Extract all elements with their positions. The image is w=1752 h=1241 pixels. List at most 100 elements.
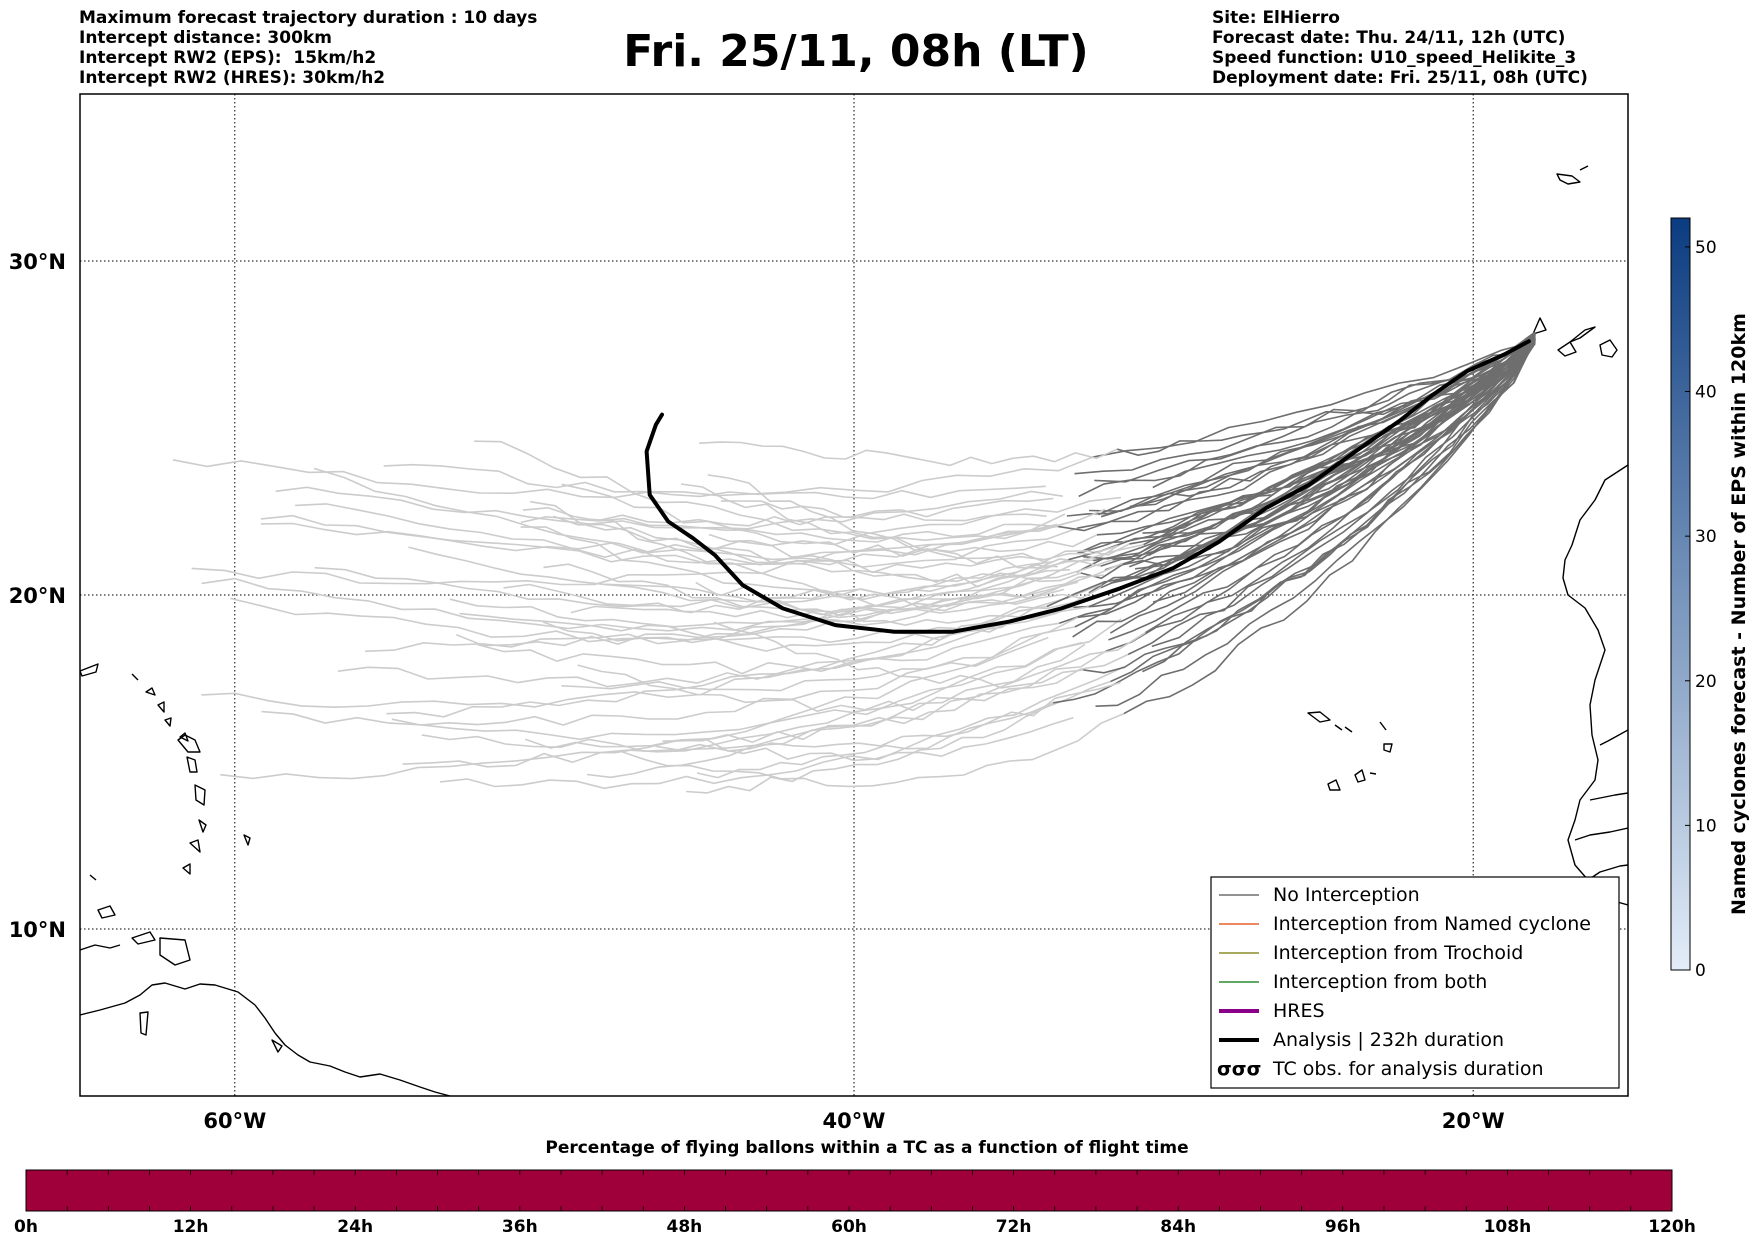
colorbar-tick-label: 10 (1695, 816, 1717, 836)
axis-tick-labels: 60°W 40°W 20°W 30°N 20°N 10°N (9, 250, 1505, 1133)
coastline-cape-verde (1327, 779, 1341, 791)
coastline-canary (1557, 341, 1577, 357)
ensemble-track-far (313, 467, 1078, 568)
colorbar-tick-label: 50 (1695, 238, 1717, 258)
ensemble-track-near (1052, 341, 1536, 704)
ensemble-track-far (695, 581, 1074, 627)
coastline-cape-verde (1344, 726, 1353, 733)
flight-time-label: 108h (1483, 1217, 1532, 1237)
ensemble-track-far (421, 631, 1146, 753)
coastline-west-africa (1574, 827, 1628, 841)
parameter-line: Maximum forecast trajectory duration : 1… (79, 8, 538, 28)
coastline-antilles (157, 701, 165, 713)
ensemble-track-near (1108, 339, 1536, 641)
legend-label: TC obs. for analysis duration (1272, 1058, 1544, 1080)
coastline-canary (1532, 317, 1547, 335)
ensemble-track-far (621, 712, 1125, 788)
ensemble-track-far (696, 702, 1054, 779)
site-info-line: Site: ElHierro (1212, 8, 1340, 28)
ensemble-track-far (570, 561, 1054, 614)
ensemble-track-far (655, 716, 1074, 762)
ensemble-track-far (577, 653, 1129, 713)
coastline-antilles (164, 717, 172, 727)
ensemble-track-near (1096, 342, 1536, 536)
flight-time-label: 24h (337, 1217, 374, 1237)
coastline-antilles (145, 687, 156, 696)
ensemble-track-near (1098, 333, 1536, 516)
coastline-south-america (80, 982, 451, 1096)
colorbar-label: Named cyclones forecast - Number of EPS … (1728, 313, 1750, 915)
ensemble-track-far (275, 486, 1063, 530)
ensemble-track-far (525, 650, 1107, 749)
site-info: Site: ElHierro Forecast date: Thu. 24/11,… (1212, 8, 1588, 88)
ensemble-track-far (708, 533, 1082, 588)
coastline-antilles (89, 874, 97, 881)
ensemble-track-near (1100, 338, 1536, 518)
ensemble-track-far (522, 506, 1106, 543)
coastline-venezuela-islands (80, 944, 121, 951)
ensemble-track-near (1046, 338, 1536, 608)
legend-label: Interception from Trochoid (1273, 942, 1523, 964)
coastline-antilles (182, 863, 191, 875)
legend-label: HRES (1273, 1000, 1325, 1022)
ensemble-track-far (459, 581, 1079, 632)
ensemble-track-near (1095, 339, 1536, 707)
site-info-line: Speed function: U10_speed_Helikite_3 (1212, 48, 1577, 68)
ensemble-track-near (1092, 340, 1536, 458)
legend-label: Interception from Named cyclone (1273, 913, 1591, 935)
flight-time-label: 48h (666, 1217, 703, 1237)
flight-time-label: 0h (14, 1217, 38, 1237)
parameter-line: Intercept RW2 (EPS): 15km/h2 (79, 48, 377, 68)
ensemble-track-far (520, 497, 1054, 527)
page-title: Fri. 25/11, 08h (LT) (623, 26, 1089, 77)
ensemble-track-far (220, 626, 1076, 780)
coastline-west-africa (1599, 729, 1628, 746)
legend-label: No Interception (1273, 884, 1420, 906)
coastline-island (97, 905, 116, 919)
ensemble-track-near (1142, 333, 1536, 673)
ensemble-track-far (699, 441, 1118, 467)
coastline-trinidad (159, 937, 191, 966)
ensemble-track-far (449, 586, 1102, 644)
flight-time-label: 12h (172, 1217, 209, 1237)
latitude-label: 20°N (9, 584, 66, 608)
coastline-antilles (189, 839, 201, 853)
longitude-label: 60°W (203, 1109, 266, 1133)
coastline-antilles (177, 734, 201, 753)
ensemble-track-far (391, 616, 1079, 726)
percentage-bar-caption: Percentage of flying ballons within a TC… (545, 1138, 1189, 1158)
coastline-antilles (179, 732, 189, 742)
ensemble-track-near (1076, 341, 1536, 555)
ensemble-track-near (1083, 334, 1536, 674)
ensemble-track-far (477, 622, 1060, 675)
ensemble-track-far (191, 513, 1066, 586)
legend-label: Analysis | 232h duration (1273, 1029, 1504, 1051)
flight-time-label: 84h (1160, 1217, 1197, 1237)
ensemble-track-far (543, 563, 1065, 617)
flight-time-label: 60h (831, 1217, 867, 1237)
analysis-track-line (644, 339, 1531, 634)
coastline-antilles (198, 819, 207, 833)
percentage-bar (25, 1169, 1673, 1212)
ensemble-track-near (1093, 332, 1536, 562)
ensemble-track-far (561, 636, 1049, 692)
coastline-west-africa (1589, 792, 1628, 801)
run-parameters: Maximum forecast trajectory duration : 1… (79, 8, 537, 88)
ensemble-track-far (561, 483, 1098, 558)
legend-box (1210, 876, 1620, 1089)
coastline-west-africa (1587, 864, 1628, 881)
coastline-cape-verde (1307, 711, 1331, 723)
coastline-antilles (80, 663, 99, 677)
ensemble-track-far (230, 543, 1144, 643)
site-info-line: Forecast date: Thu. 24/11, 12h (UTC) (1212, 28, 1566, 48)
coastline-canary (1569, 326, 1596, 343)
colorbar-tick-label: 40 (1695, 383, 1717, 403)
ensemble-track-far (386, 605, 1048, 718)
analysis-track (644, 339, 1531, 634)
flight-time-label: 120h (1648, 1217, 1696, 1237)
ensemble-track-near (1130, 336, 1536, 508)
ensemble-track-far (713, 621, 1084, 689)
tc-obs-symbol-icon: σσσ (1217, 1058, 1261, 1080)
legend: No Interception Interception from Named c… (1210, 876, 1620, 1089)
